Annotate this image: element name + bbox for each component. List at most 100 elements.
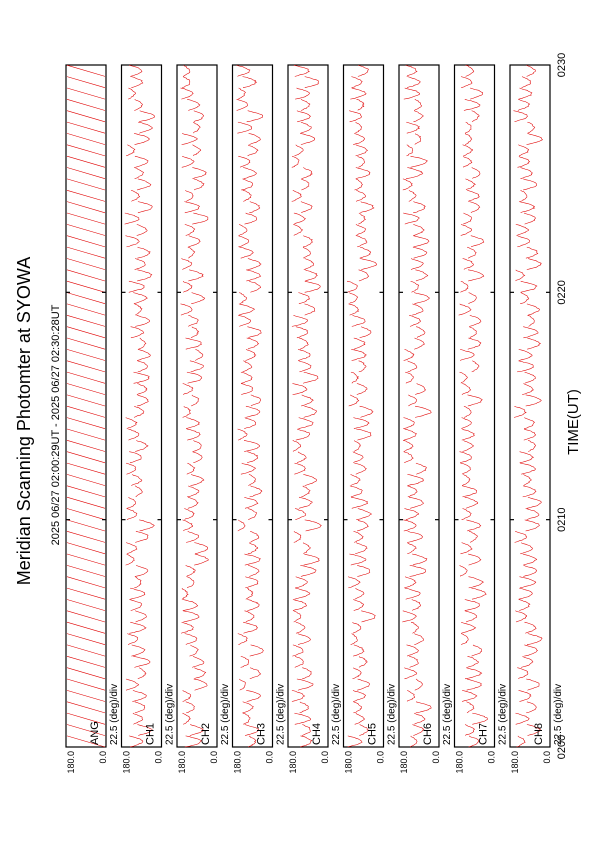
- scan-trace: [240, 462, 256, 475]
- scan-trace: [126, 144, 136, 157]
- scan-trace: [471, 644, 482, 657]
- scan-trace: [466, 678, 482, 691]
- scan-trace: [409, 565, 426, 577]
- scan-trace: [242, 190, 252, 202]
- scan-trace: [355, 144, 369, 157]
- scan-trace: [523, 474, 532, 486]
- scan-trace: [461, 417, 472, 429]
- scan-trace: [180, 303, 193, 316]
- scan-trace: [412, 553, 428, 566]
- scan-trace: [468, 576, 484, 589]
- panel-ch4: 180.0 0.0 CH4 22.5 (deg)/div: [287, 64, 342, 774]
- scan-trace: [352, 451, 364, 464]
- scan-trace: [245, 405, 261, 418]
- scan-trace: [298, 417, 314, 429]
- scan-trace: [292, 599, 307, 611]
- scan-trace: [186, 462, 196, 475]
- scan-trace: [415, 701, 432, 714]
- scan-trace: [413, 292, 430, 304]
- scan-trace: [181, 133, 198, 145]
- scan-trace: [304, 76, 319, 88]
- panel-traces: [180, 65, 209, 748]
- scan-trace: [185, 337, 202, 350]
- panel-ch8: 180.0 0.0 CH8 22.5 (deg)/div: [509, 64, 564, 774]
- scan-trace: [523, 428, 536, 441]
- scan-trace: [407, 542, 417, 555]
- scan-trace: [415, 383, 427, 395]
- y-tick-label-min: 0.0: [265, 751, 275, 764]
- scan-trace: [291, 155, 300, 168]
- scan-trace: [302, 667, 312, 680]
- scan-trace: [524, 644, 538, 657]
- scan-trace: [303, 371, 319, 384]
- scan-trace: [464, 496, 479, 509]
- scan-trace: [248, 133, 261, 145]
- scan-trace: [126, 542, 138, 555]
- scan-trace: [181, 155, 195, 168]
- scan-trace: [348, 394, 360, 407]
- y-tick-label-min: 0.0: [487, 751, 497, 764]
- scan-trace: [66, 690, 106, 702]
- scan-trace: [464, 133, 473, 145]
- scan-trace: [353, 531, 364, 543]
- scan-trace: [303, 405, 317, 418]
- y-tick-label-min: 0.0: [154, 751, 164, 764]
- scan-trace: [66, 656, 106, 668]
- scan-trace: [236, 64, 251, 77]
- scan-trace: [137, 201, 153, 214]
- scan-trace: [403, 519, 417, 532]
- scan-trace: [131, 474, 143, 486]
- scan-trace: [464, 724, 475, 736]
- scan-trace: [524, 417, 535, 429]
- time-range-label: 2025 06/27 02:00:29UT - 2025 06/27 02:30…: [50, 304, 62, 545]
- scan-trace: [66, 110, 106, 123]
- scan-trace: [467, 190, 480, 202]
- scan-trace: [236, 99, 248, 111]
- scan-trace: [526, 303, 540, 316]
- scan-trace: [517, 360, 534, 373]
- scan-trace: [188, 269, 204, 282]
- scan-trace: [125, 678, 140, 691]
- scan-trace: [238, 315, 251, 327]
- scan-trace: [521, 656, 534, 668]
- scan-trace: [130, 190, 141, 202]
- scan-trace: [134, 576, 142, 589]
- scan-trace: [524, 371, 536, 384]
- scan-trace: [244, 724, 260, 736]
- scan-trace: [296, 678, 314, 691]
- scan-trace: [299, 337, 309, 350]
- scan-trace: [66, 360, 106, 373]
- scan-trace: [186, 428, 201, 441]
- scan-trace: [520, 542, 533, 555]
- scan-trace: [294, 462, 306, 475]
- scan-trace: [194, 553, 209, 566]
- scan-trace: [189, 360, 204, 373]
- scan-trace: [517, 235, 530, 248]
- y-tick-label-max: 180.0: [122, 751, 132, 774]
- scan-trace: [353, 644, 365, 657]
- scan-trace: [300, 133, 316, 145]
- scan-trace: [129, 599, 142, 611]
- scan-trace: [66, 633, 106, 645]
- scan-trace: [413, 224, 425, 236]
- scan-trace: [129, 451, 142, 464]
- scan-trace: [125, 553, 135, 566]
- scan-trace: [295, 326, 309, 339]
- scale-label: 22.5 (deg)/div: [553, 684, 564, 745]
- scan-trace: [181, 588, 189, 600]
- scan-trace: [66, 576, 106, 589]
- scan-trace: [182, 383, 194, 395]
- scan-trace: [187, 485, 200, 498]
- channel-label: CH4: [311, 723, 323, 745]
- scan-trace: [238, 303, 255, 316]
- scan-trace: [185, 701, 195, 714]
- x-tick-labels: 0200 0210 0220 0230: [556, 53, 568, 759]
- scan-trace: [239, 246, 254, 259]
- scan-trace: [464, 599, 480, 611]
- scale-label: 22.5 (deg)/div: [165, 684, 176, 745]
- scan-trace: [248, 565, 260, 577]
- scan-trace: [464, 610, 478, 623]
- scan-trace: [462, 258, 474, 270]
- scan-trace: [414, 133, 422, 145]
- scan-trace: [128, 87, 136, 100]
